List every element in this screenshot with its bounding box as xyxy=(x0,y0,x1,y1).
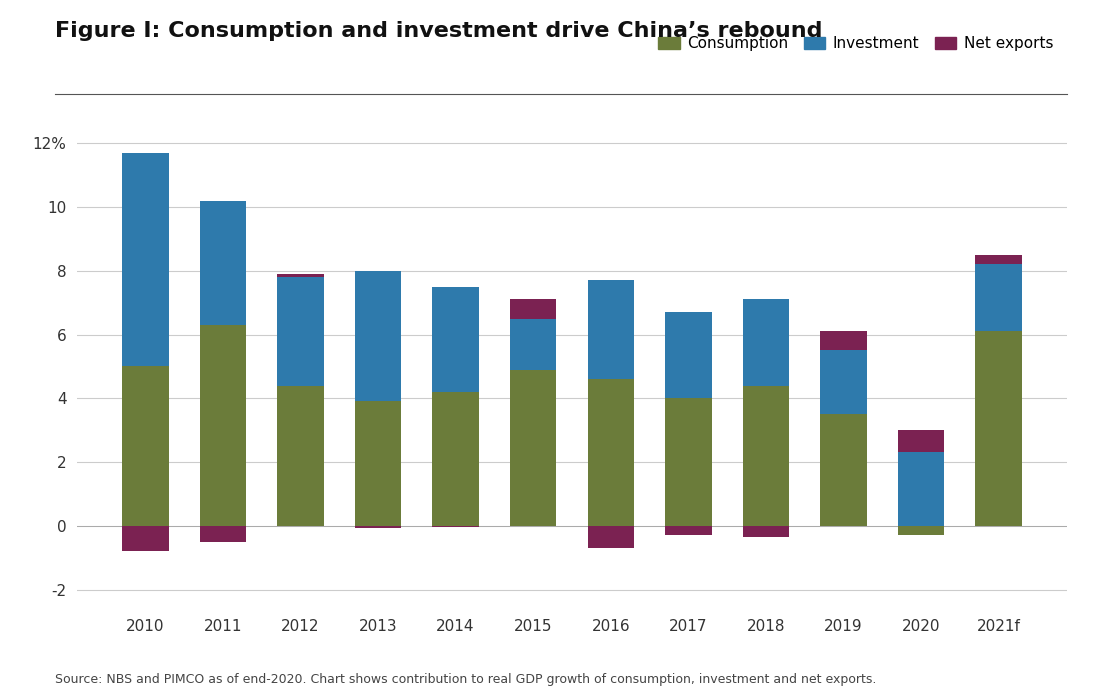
Bar xyxy=(587,280,634,379)
Bar xyxy=(976,255,1022,264)
Bar xyxy=(122,525,168,551)
Bar xyxy=(199,525,246,541)
Text: Source: NBS and PIMCO as of end-2020. Chart shows contribution to real GDP growt: Source: NBS and PIMCO as of end-2020. Ch… xyxy=(55,672,877,686)
Text: Figure I: Consumption and investment drive China’s rebound: Figure I: Consumption and investment dri… xyxy=(55,21,823,41)
Bar xyxy=(122,153,168,366)
Bar xyxy=(510,370,557,525)
Bar xyxy=(122,366,168,525)
Bar xyxy=(432,525,478,528)
Bar xyxy=(742,386,789,525)
Bar xyxy=(277,274,323,277)
Bar xyxy=(432,392,478,525)
Bar xyxy=(976,331,1022,525)
Bar xyxy=(587,525,634,548)
Bar xyxy=(821,351,867,414)
Bar xyxy=(510,319,557,370)
Bar xyxy=(821,414,867,525)
Bar xyxy=(199,200,246,325)
Bar xyxy=(199,325,246,525)
Bar xyxy=(742,525,789,537)
Bar xyxy=(898,430,945,452)
Bar xyxy=(355,271,402,402)
Bar xyxy=(277,386,323,525)
Bar xyxy=(821,331,867,351)
Bar xyxy=(277,277,323,386)
Bar xyxy=(742,299,789,386)
Bar xyxy=(355,402,402,525)
Bar xyxy=(666,398,712,525)
Legend: Consumption, Investment, Net exports: Consumption, Investment, Net exports xyxy=(652,30,1059,57)
Bar xyxy=(898,525,945,535)
Bar xyxy=(432,287,478,392)
Bar xyxy=(510,299,557,319)
Bar xyxy=(666,313,712,398)
Bar xyxy=(355,525,402,528)
Bar xyxy=(976,264,1022,331)
Bar xyxy=(666,525,712,535)
Bar xyxy=(898,452,945,525)
Bar xyxy=(587,379,634,525)
